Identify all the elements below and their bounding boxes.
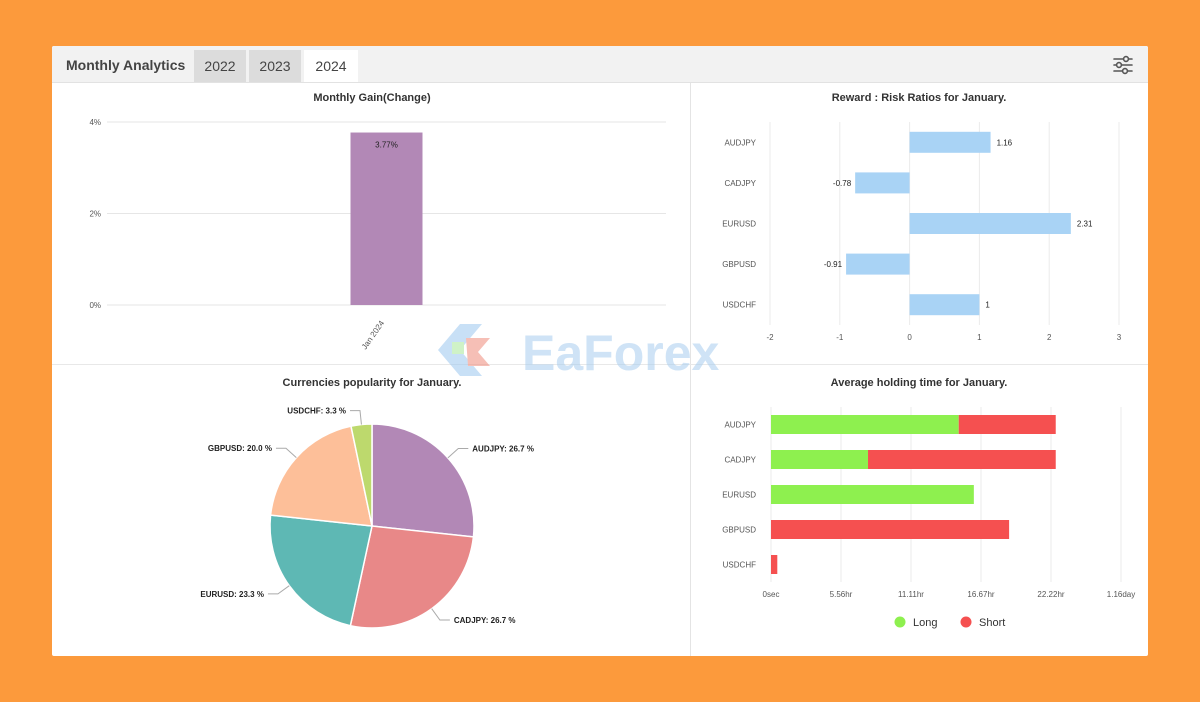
y-tick-label: EURUSD xyxy=(722,220,756,229)
monthly-gain-title: Monthly Gain(Change) xyxy=(313,92,431,104)
legend-label-long: Long xyxy=(913,617,937,629)
tab-2024[interactable]: 2024 xyxy=(304,50,358,82)
x-tick-label: 5.56hr xyxy=(830,590,853,599)
y-tick-label: USDCHF xyxy=(723,301,756,310)
holding-bar-long xyxy=(771,485,974,504)
gain-data-label: 3.77% xyxy=(375,141,398,150)
pie-data-label: AUDJPY: 26.7 % xyxy=(472,444,534,453)
pie-slice-usdchf xyxy=(350,423,373,527)
pie-data-label: CADJPY: 26.7 % xyxy=(454,616,516,625)
pie-connector xyxy=(431,608,450,621)
currency-popularity-title: Currencies popularity for January. xyxy=(283,377,462,389)
sliders-icon xyxy=(1113,55,1133,75)
eaforex-logo-icon xyxy=(438,324,490,376)
vertical-divider xyxy=(690,83,691,656)
pie-connector xyxy=(267,585,290,595)
analytics-header: Monthly Analytics 2022 2023 2024 xyxy=(52,46,1148,83)
x-tick-label: 1.16day xyxy=(1107,590,1135,599)
x-tick-label: -2 xyxy=(766,333,774,342)
pie-connector xyxy=(447,447,469,459)
x-tick-label: 3 xyxy=(1117,333,1122,342)
pie-slice-audjpy xyxy=(371,423,475,538)
pie-slice-eurusd xyxy=(269,514,373,627)
ratio-bar xyxy=(909,294,980,316)
watermark-text: EaForex xyxy=(522,325,720,381)
legend-marker-short xyxy=(960,616,972,628)
ratio-data-label: 2.31 xyxy=(1077,220,1093,229)
y-tick-label: AUDJPY xyxy=(724,421,756,430)
horizontal-divider xyxy=(52,364,1148,365)
legend-marker-long xyxy=(894,616,906,628)
holding-bar-short xyxy=(868,450,1056,469)
y-tick-label: CADJPY xyxy=(724,456,756,465)
x-tick-label: Jan 2024 xyxy=(360,319,387,352)
holding-bar-short xyxy=(771,520,1010,539)
tab-2022[interactable]: 2022 xyxy=(194,50,246,82)
ratio-data-label: 1.16 xyxy=(997,138,1013,147)
y-tick-label: 4% xyxy=(89,118,101,127)
analytics-panel: Monthly Analytics 2022 2023 2024 Monthly… xyxy=(52,46,1148,656)
x-tick-label: 2 xyxy=(1047,333,1052,342)
legend-label-short: Short xyxy=(979,617,1005,629)
reward-risk-title: Reward : Risk Ratios for January. xyxy=(832,92,1007,104)
pie-data-label: EURUSD: 23.3 % xyxy=(200,590,264,599)
ratio-data-label: -0.78 xyxy=(833,179,852,188)
holding-time-title: Average holding time for January. xyxy=(831,377,1008,389)
tab-2023[interactable]: 2023 xyxy=(249,50,301,82)
pie-connector xyxy=(349,410,362,425)
holding-bar-long xyxy=(771,450,869,469)
y-tick-label: GBPUSD xyxy=(722,260,756,269)
y-tick-label: CADJPY xyxy=(724,179,756,188)
pie-slice-cadjpy xyxy=(349,525,475,629)
charts-canvas: Monthly Gain(Change) 4% 2% 0% 3.77% Jan 2024 R… xyxy=(89,92,1135,629)
x-tick-label: -1 xyxy=(836,333,844,342)
page-title: Monthly Analytics xyxy=(66,57,186,73)
x-tick-label: 22.22hr xyxy=(1037,590,1064,599)
x-tick-label: 1 xyxy=(977,333,982,342)
holding-bar-short xyxy=(771,555,778,574)
y-tick-label: AUDJPY xyxy=(724,138,756,147)
pie-data-label: USDCHF: 3.3 % xyxy=(287,407,346,416)
eaforex-watermark: EaForex xyxy=(438,324,720,381)
holding-bar-short xyxy=(958,415,1056,434)
ratio-bar xyxy=(909,213,1071,234)
x-tick-label: 16.67hr xyxy=(967,590,994,599)
ratio-data-label: -0.91 xyxy=(824,260,843,269)
filter-button[interactable] xyxy=(1110,52,1136,78)
ratio-bar xyxy=(909,131,991,153)
y-tick-label: 0% xyxy=(89,301,101,310)
x-tick-label: 11.11hr xyxy=(898,590,924,599)
y-tick-label: GBPUSD xyxy=(722,526,756,535)
x-tick-label: 0sec xyxy=(763,590,780,599)
gain-bar xyxy=(350,132,423,305)
y-tick-label: USDCHF xyxy=(723,561,756,570)
pie-data-label: GBPUSD: 20.0 % xyxy=(208,444,272,453)
ratio-data-label: 1 xyxy=(985,301,990,310)
y-tick-label: 2% xyxy=(89,210,101,219)
pie-connector xyxy=(275,447,297,458)
y-tick-label: EURUSD xyxy=(722,491,756,500)
ratio-bar xyxy=(855,172,910,194)
holding-bar-long xyxy=(771,415,959,434)
x-tick-label: 0 xyxy=(907,333,912,342)
ratio-bar xyxy=(846,253,910,275)
